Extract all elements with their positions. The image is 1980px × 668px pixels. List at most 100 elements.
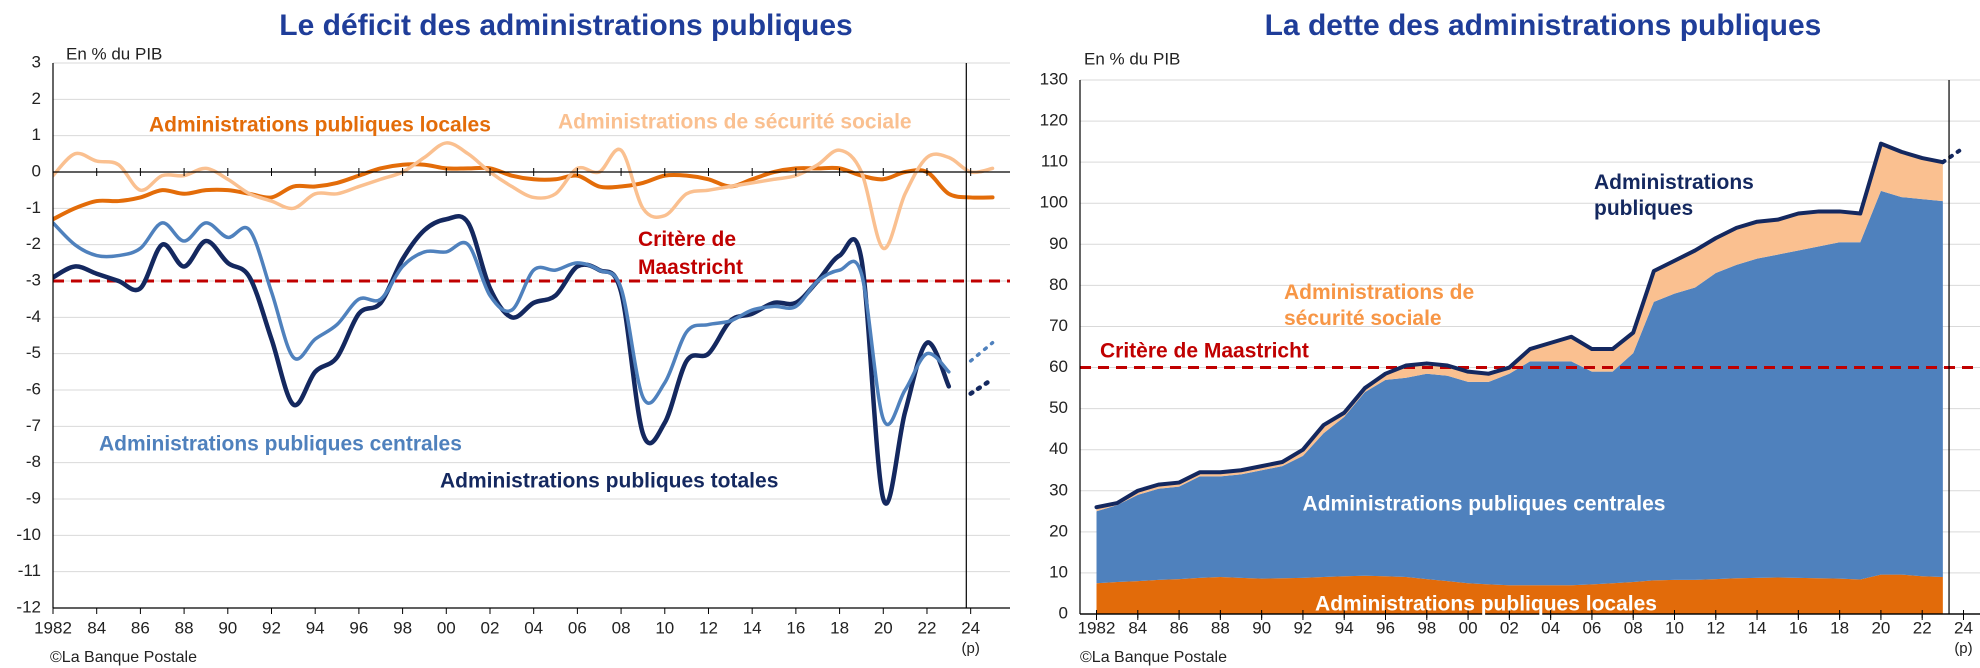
x-tick-label: 1982 bbox=[34, 618, 72, 637]
y-tick-label: 130 bbox=[1040, 69, 1068, 88]
x-tick-label: 18 bbox=[830, 618, 849, 637]
line bbox=[53, 141, 995, 251]
plot bbox=[53, 141, 1010, 506]
reference-label: Critère de Maastricht bbox=[1100, 340, 1309, 363]
y-tick-label: -8 bbox=[26, 452, 41, 471]
y-tick-label: -5 bbox=[26, 343, 41, 362]
x-tick-label: 86 bbox=[131, 618, 150, 637]
series-label: Administrations publiques totales bbox=[440, 470, 778, 493]
x-tick-label: 1982 bbox=[1078, 618, 1116, 637]
x-tick-label: 96 bbox=[1376, 618, 1395, 637]
plot bbox=[1080, 141, 1980, 614]
forecast-label: (p) bbox=[961, 640, 979, 657]
series-label: Administrations publiques centrales bbox=[99, 433, 462, 456]
reference-label: Critère de Maastricht bbox=[638, 228, 743, 279]
x-tick-label: 10 bbox=[655, 618, 674, 637]
chart-title: La dette des administrations publiques bbox=[1265, 9, 1822, 42]
line bbox=[53, 214, 952, 506]
forecast-line bbox=[968, 341, 995, 363]
y-tick-label: 0 bbox=[32, 161, 41, 180]
x-tick-label: 14 bbox=[743, 618, 762, 637]
y-tick-label: -2 bbox=[26, 234, 41, 253]
source: ©La Banque Postale bbox=[1080, 649, 1227, 666]
y-tick-label: -3 bbox=[26, 270, 41, 289]
x-tick-label: 92 bbox=[262, 618, 281, 637]
x-tick-label: 20 bbox=[874, 618, 893, 637]
x-tick-label: 18 bbox=[1830, 618, 1849, 637]
y-tick-label: -11 bbox=[18, 561, 41, 580]
x-tick-label: 96 bbox=[349, 618, 368, 637]
x-tick-label: 92 bbox=[1293, 618, 1312, 637]
y-tick-label: 40 bbox=[1049, 439, 1068, 458]
y-tick-label: 30 bbox=[1049, 480, 1068, 499]
x-tick-label: 20 bbox=[1871, 618, 1890, 637]
x-tick-label: 02 bbox=[1500, 618, 1519, 637]
x-tick-label: 02 bbox=[481, 618, 500, 637]
line bbox=[53, 162, 995, 222]
x-tick-label: 88 bbox=[1211, 618, 1230, 637]
x-tick-label: 08 bbox=[1624, 618, 1643, 637]
y-tick-label: 0 bbox=[1059, 603, 1068, 622]
x-tick-label: 84 bbox=[1128, 618, 1147, 637]
y-tick-label: 100 bbox=[1040, 193, 1068, 212]
y-tick-label: -12 bbox=[16, 597, 41, 616]
series-label: Administrations publiques bbox=[1594, 171, 1754, 220]
area bbox=[1096, 190, 1943, 586]
source: ©La Banque Postale bbox=[50, 649, 197, 666]
y-tick-label: -1 bbox=[26, 198, 41, 217]
y-tick-label: -4 bbox=[26, 307, 41, 326]
y-tick-label: 110 bbox=[1041, 152, 1068, 171]
x-tick-label: 06 bbox=[568, 618, 587, 637]
series-label: Administrations publiques locales bbox=[149, 114, 491, 137]
forecast-label: (p) bbox=[1954, 640, 1972, 657]
x-tick-label: 86 bbox=[1170, 618, 1189, 637]
x-tick-label: 94 bbox=[306, 618, 325, 637]
x-tick-label: 04 bbox=[524, 618, 543, 637]
series-label: Administrations de sécurité sociale bbox=[558, 111, 912, 134]
x-tick-label: 00 bbox=[437, 618, 456, 637]
y-tick-label: 20 bbox=[1049, 521, 1068, 540]
x-tick-label: 14 bbox=[1748, 618, 1767, 637]
x-tick-label: 98 bbox=[1417, 618, 1436, 637]
y-tick-label: 120 bbox=[1040, 111, 1068, 130]
y-tick-label: -9 bbox=[26, 488, 41, 507]
x-tick-label: 88 bbox=[175, 618, 194, 637]
x-tick-label: 90 bbox=[218, 618, 237, 637]
x-tick-label: 16 bbox=[786, 618, 805, 637]
x-tick-label: 24 bbox=[961, 618, 980, 637]
x-tick-label: 10 bbox=[1665, 618, 1684, 637]
x-tick-label: 12 bbox=[1706, 618, 1725, 637]
x-tick-label: 94 bbox=[1335, 618, 1354, 637]
line bbox=[53, 221, 951, 427]
unit-label: En % du PIB bbox=[66, 44, 162, 63]
area bbox=[1096, 143, 1943, 512]
area bbox=[1096, 574, 1943, 614]
y-tick-label: 60 bbox=[1049, 357, 1068, 376]
series-label: Administrations publiques locales bbox=[1315, 593, 1657, 616]
y-tick-label: 90 bbox=[1049, 234, 1068, 253]
series-label: Administrations de sécurité sociale bbox=[1284, 281, 1474, 330]
y-tick-label: 80 bbox=[1049, 275, 1068, 294]
x-tick-label: 00 bbox=[1459, 618, 1478, 637]
x-tick-label: 22 bbox=[918, 618, 937, 637]
y-tick-label: -10 bbox=[16, 525, 41, 544]
y-tick-label: 1 bbox=[32, 125, 41, 144]
y-tick-label: 3 bbox=[32, 52, 41, 71]
y-tick-label: -7 bbox=[26, 416, 41, 435]
x-tick-label: 84 bbox=[87, 618, 106, 637]
x-tick-label: 22 bbox=[1913, 618, 1932, 637]
y-tick-label: 10 bbox=[1049, 562, 1068, 581]
unit-label: En % du PIB bbox=[1084, 49, 1180, 68]
x-tick-label: 06 bbox=[1582, 618, 1601, 637]
x-tick-label: 04 bbox=[1541, 618, 1560, 637]
x-tick-label: 16 bbox=[1789, 618, 1808, 637]
y-tick-label: 2 bbox=[32, 89, 41, 108]
x-tick-label: 98 bbox=[393, 618, 412, 637]
x-tick-label: 08 bbox=[612, 618, 631, 637]
line bbox=[1094, 141, 1945, 510]
x-tick-label: 24 bbox=[1954, 618, 1973, 637]
forecast-line bbox=[968, 376, 995, 396]
y-tick-label: -6 bbox=[26, 379, 41, 398]
